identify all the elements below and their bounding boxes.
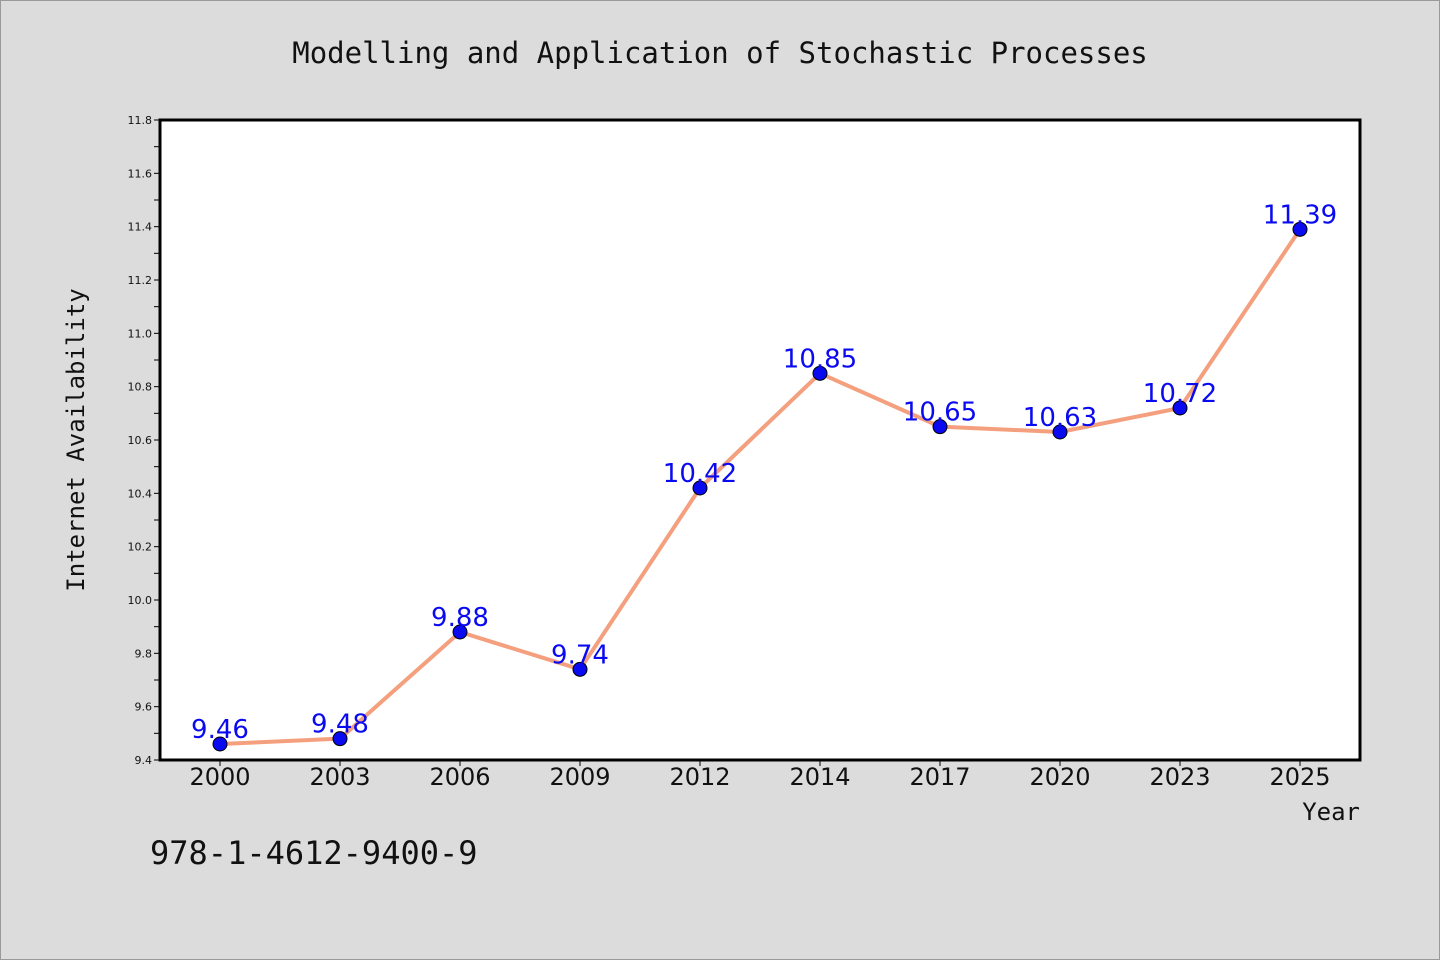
x-tick-label: 2003 — [309, 763, 370, 791]
data-point — [812, 365, 828, 381]
x-tick-label: 2014 — [789, 763, 850, 791]
x-tick-label: 2017 — [909, 763, 970, 791]
data-label: 10.63 — [1023, 403, 1097, 433]
y-tick-label: 9.8 — [135, 647, 153, 660]
y-tick-label: 11.6 — [128, 167, 153, 180]
data-point — [692, 480, 708, 496]
data-point — [572, 661, 588, 677]
x-tick-label: 2000 — [189, 763, 250, 791]
y-tick-label: 10.2 — [128, 541, 153, 554]
data-label: 10.85 — [783, 344, 857, 374]
data-point — [1292, 221, 1308, 237]
y-tick-label: 10.4 — [128, 487, 153, 500]
data-labels: 9.46 9.48 9.88 9.74 10.42 10.85 10.65 10.63 10.7… — [191, 200, 1337, 745]
y-tick-label: 10.0 — [128, 594, 153, 607]
y-tick-label: 9.4 — [135, 754, 153, 767]
data-label: 10.65 — [903, 398, 977, 428]
series-path — [219, 228, 1302, 746]
x-tick-label: 2009 — [549, 763, 610, 791]
plot-area — [160, 120, 1360, 760]
data-point — [332, 731, 348, 747]
plot-border — [158, 118, 1362, 762]
chart-title: Modelling and Application of Stochastic … — [292, 36, 1148, 70]
y-axis-label: Internet Availability — [62, 288, 90, 591]
data-label: 10.72 — [1143, 379, 1217, 409]
data-point — [1172, 400, 1188, 416]
data-label: 9.74 — [551, 640, 609, 670]
data-label: 9.48 — [311, 710, 369, 740]
y-tick-label: 11.2 — [128, 274, 153, 287]
x-axis: 2000 2003 2006 2009 2012 2014 2017 2020 2023 2025 — [189, 760, 1331, 791]
x-tick-label: 2020 — [1029, 763, 1090, 791]
data-label: 11.39 — [1263, 200, 1337, 230]
y-tick-label: 11.0 — [128, 327, 153, 340]
data-label: 9.46 — [191, 715, 249, 745]
y-axis: 9.4 9.6 9.8 10.0 10.2 10.4 10.6 10.8 11.0 11.2 11.… — [128, 114, 160, 767]
data-point — [452, 624, 468, 640]
data-point — [932, 419, 948, 435]
data-point — [212, 736, 228, 752]
x-tick-label: 2006 — [429, 763, 490, 791]
y-tick-label: 10.6 — [128, 434, 153, 447]
series-markers — [212, 221, 1308, 752]
x-tick-label: 2012 — [669, 763, 730, 791]
data-point — [1052, 424, 1068, 440]
data-label: 10.42 — [663, 459, 737, 489]
x-tick-label: 2025 — [1269, 763, 1330, 791]
y-tick-label: 9.6 — [135, 701, 153, 714]
isbn-text: 978-1-4612-9400-9 — [150, 834, 478, 872]
y-tick-label: 11.8 — [128, 114, 153, 127]
y-tick-label: 10.8 — [128, 381, 153, 394]
x-axis-label: Year — [1302, 798, 1360, 826]
x-tick-label: 2023 — [1149, 763, 1210, 791]
y-tick-label: 11.4 — [128, 221, 153, 234]
data-label: 9.88 — [431, 603, 489, 633]
series-line — [219, 228, 1302, 746]
